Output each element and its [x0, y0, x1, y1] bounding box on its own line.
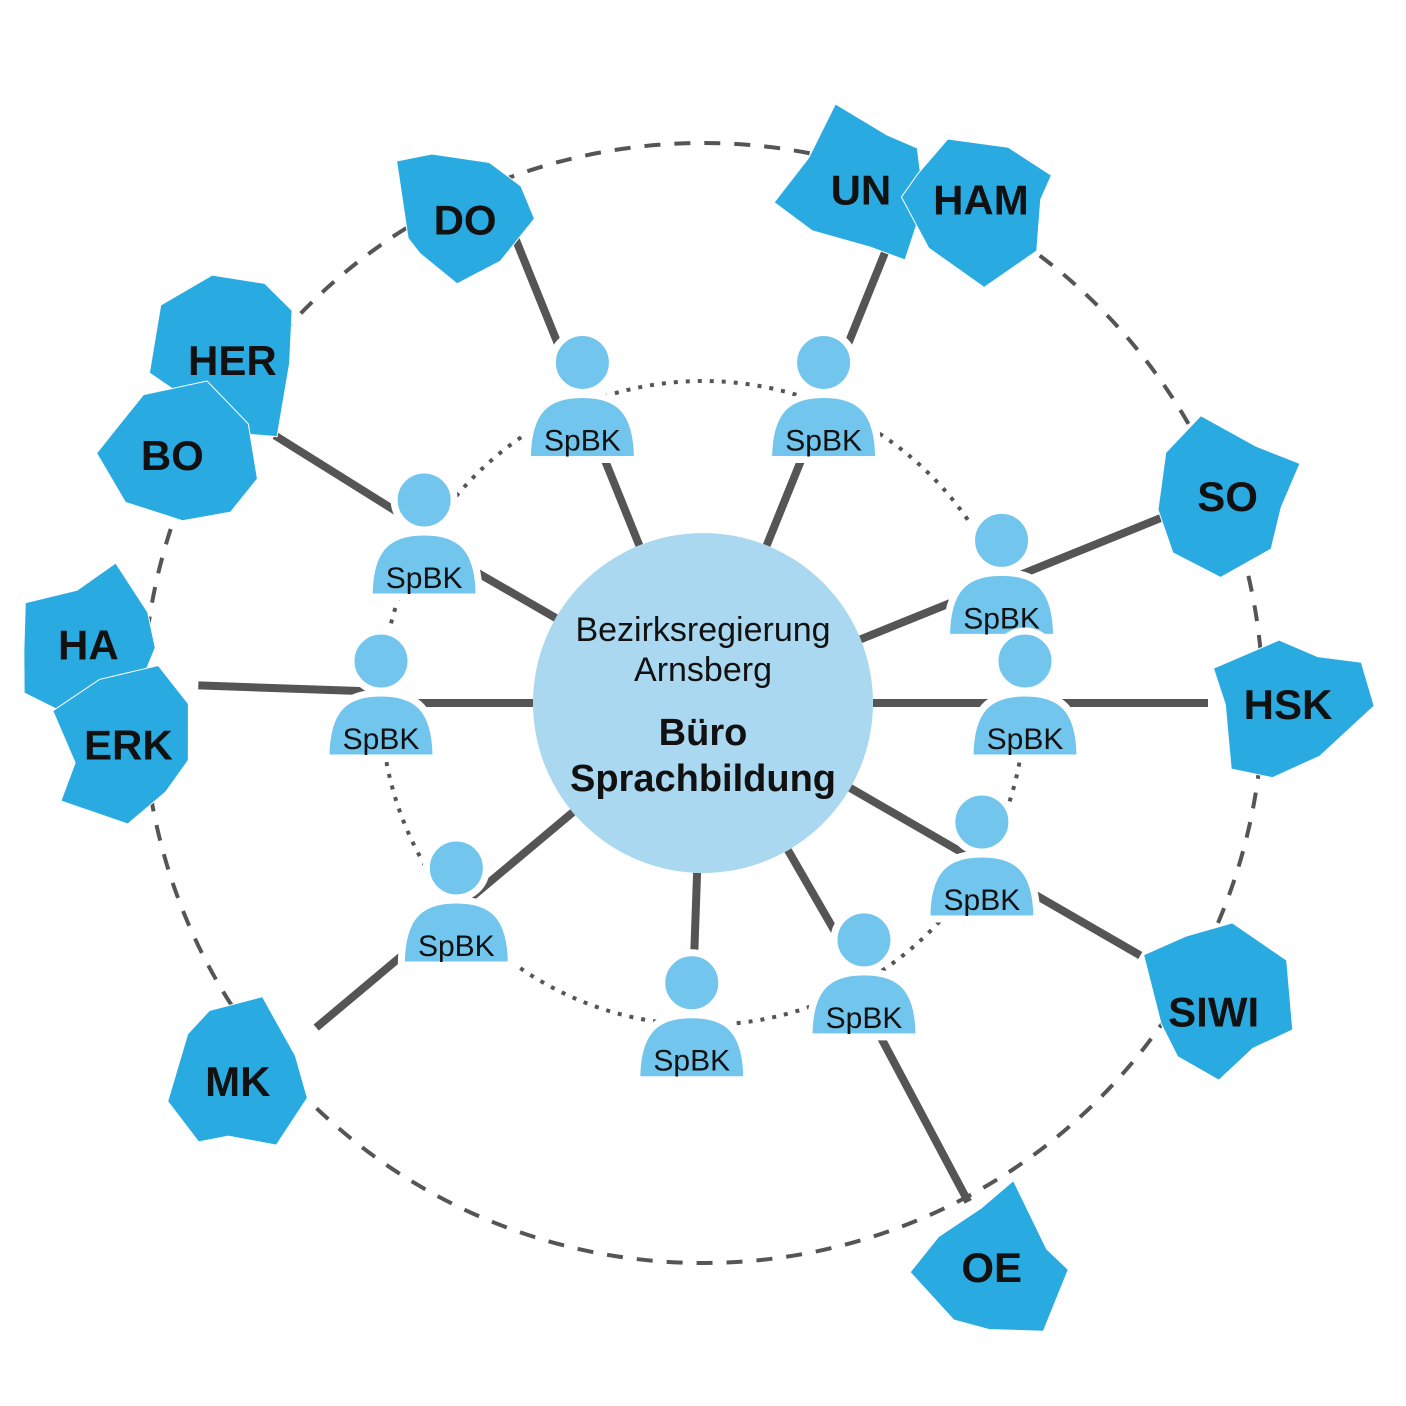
spbk-label: SpBK: [826, 1002, 903, 1035]
person-icon: [794, 332, 854, 392]
person-icon: [426, 838, 486, 898]
spbk-label: SpBK: [653, 1045, 730, 1078]
person-icon: [552, 332, 612, 392]
region-label: BO: [141, 432, 204, 479]
spbk-label: SpBK: [343, 723, 420, 756]
region-label: SIWI: [1168, 989, 1259, 1036]
spbk-label: SpBK: [418, 930, 495, 963]
spoke-outer: [198, 685, 381, 691]
person-icon: [351, 631, 411, 691]
center-text: Büro: [659, 712, 748, 754]
center-circle: [533, 533, 873, 873]
person-icon: [834, 910, 894, 970]
spbk-label: SpBK: [785, 424, 862, 457]
center-text: Arnsberg: [634, 651, 772, 689]
region-label: ERK: [84, 722, 173, 769]
region-label: HSK: [1244, 681, 1333, 728]
spbk-label: SpBK: [987, 723, 1064, 756]
region-label: OE: [961, 1244, 1022, 1291]
spbk-label: SpBK: [386, 562, 463, 595]
center-text: Sprachbildung: [570, 758, 836, 800]
region-label: HA: [58, 622, 119, 669]
person-icon: [972, 510, 1032, 570]
spbk-label: SpBK: [944, 884, 1021, 917]
person-icon: [394, 470, 454, 530]
region-label: HER: [188, 337, 277, 384]
region-label: DO: [434, 197, 497, 244]
center-text: Bezirksregierung: [575, 611, 830, 649]
region-label: SO: [1197, 473, 1258, 520]
person-icon: [952, 792, 1012, 852]
region-label: HAM: [933, 177, 1029, 224]
region-label: MK: [205, 1058, 270, 1105]
spbk-label: SpBK: [544, 424, 621, 457]
person-icon: [662, 953, 722, 1013]
person-icon: [995, 631, 1055, 691]
region-label: UN: [831, 167, 892, 214]
